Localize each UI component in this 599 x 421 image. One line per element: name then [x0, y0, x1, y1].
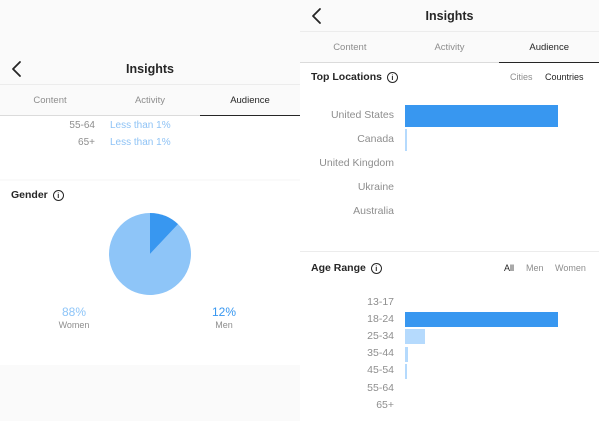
women-label: Women: [58, 320, 90, 330]
tab-activity[interactable]: Activity: [434, 41, 465, 53]
age-range-bar: [405, 312, 559, 328]
age-range-label: 65+: [376, 398, 394, 411]
top-locations-title-text: Top Locations: [311, 71, 382, 83]
info-icon[interactable]: i: [52, 189, 64, 201]
tab-audience[interactable]: Audience: [200, 85, 300, 116]
right-screen: Insights Content Activity Audience Top L…: [300, 0, 599, 421]
location-label: Australia: [353, 205, 394, 217]
gender-card: Gender i 88% Women 12% Men: [0, 181, 300, 365]
left-tab-bar: Content Activity Audience: [0, 84, 300, 116]
filter-women[interactable]: Women: [555, 263, 586, 273]
page-title: Insights: [425, 8, 474, 23]
right-header: Insights: [300, 0, 599, 31]
page-title: Insights: [126, 61, 174, 76]
age-range-label: 55-64: [367, 381, 394, 394]
filter-cities[interactable]: Cities: [510, 72, 533, 82]
age-range-bar: [405, 363, 407, 379]
gender-title-text: Gender: [11, 189, 48, 201]
tab-activity[interactable]: Activity: [134, 94, 166, 106]
left-screen: Insights Content Activity Audience 55-64…: [0, 53, 300, 365]
age-range-bar: [405, 329, 426, 345]
age-range-title: Age Range i: [311, 262, 382, 274]
location-label: United Kingdom: [319, 157, 394, 169]
age-row: 55-64 Less than 1%: [0, 120, 300, 134]
age-row: 65+ Less than 1%: [0, 137, 300, 151]
age-range-label: 65+: [78, 137, 95, 148]
age-range-label: 55-64: [69, 120, 95, 131]
left-header: Insights: [0, 53, 300, 84]
age-range-label: 25-34: [367, 329, 394, 342]
back-arrow-icon[interactable]: [10, 60, 24, 78]
section-divider: [300, 251, 599, 252]
gender-title: Gender i: [11, 189, 64, 201]
filter-men[interactable]: Men: [526, 263, 544, 273]
location-bar: [405, 105, 559, 127]
info-icon[interactable]: i: [386, 71, 398, 83]
filter-all[interactable]: All: [504, 263, 515, 273]
gender-pie-chart: [109, 213, 191, 295]
age-range-label: 13-17: [367, 295, 394, 308]
filter-countries[interactable]: Countries: [545, 72, 584, 82]
pie-slice-men: [150, 213, 179, 254]
age-range-label: 18-24: [367, 312, 394, 325]
age-range-value: Less than 1%: [110, 137, 171, 148]
age-range-label: 45-54: [367, 364, 394, 377]
age-range-value: Less than 1%: [110, 120, 171, 131]
men-label: Men: [215, 320, 233, 330]
right-tab-bar: Content Activity Audience: [300, 31, 599, 63]
location-label: Canada: [357, 133, 394, 145]
location-label: United States: [330, 109, 394, 121]
tab-content[interactable]: Content: [33, 94, 67, 106]
top-locations-title: Top Locations i: [311, 71, 398, 83]
age-range-label: 35-44: [367, 347, 394, 360]
age-range-bar: [405, 346, 409, 362]
age-range-title-text: Age Range: [311, 262, 366, 274]
men-percent: 12%: [211, 305, 237, 319]
back-arrow-icon[interactable]: [310, 7, 324, 25]
women-percent: 88%: [61, 305, 87, 319]
age-rows-card: 55-64 Less than 1% 65+ Less than 1%: [0, 116, 300, 179]
location-bar: [405, 129, 407, 151]
info-icon[interactable]: i: [370, 262, 382, 274]
location-label: Ukraine: [357, 181, 394, 193]
tab-audience[interactable]: Audience: [499, 32, 599, 63]
tab-content[interactable]: Content: [333, 41, 367, 53]
